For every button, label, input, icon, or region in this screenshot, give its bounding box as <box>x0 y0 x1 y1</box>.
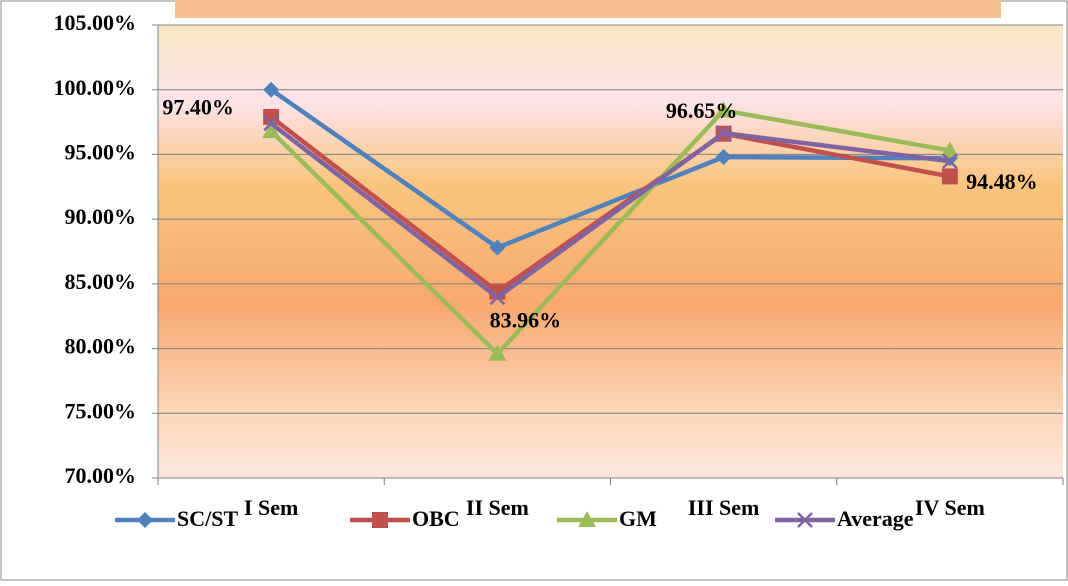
marker <box>940 141 959 158</box>
marker <box>489 239 506 256</box>
marker <box>263 81 280 98</box>
y-tick-label: 85.00% <box>65 269 137 294</box>
plot-area <box>158 25 1063 478</box>
marker <box>941 168 958 185</box>
marker <box>715 125 732 141</box>
y-tick-label: 95.00% <box>65 139 137 164</box>
series-line <box>269 87 950 251</box>
x-tick-label: I Sem <box>244 495 298 520</box>
data-label: 83.96% <box>490 307 562 332</box>
legend-label: SC/ST <box>177 506 238 531</box>
y-tick-label: 100.00% <box>54 75 137 100</box>
marker <box>714 101 733 118</box>
marker <box>488 344 507 361</box>
x-tick-label: III Sem <box>688 495 760 520</box>
x-tick-label: II Sem <box>466 495 529 520</box>
data-label: 96.65% <box>666 98 738 123</box>
data-label: 94.48% <box>966 169 1038 194</box>
y-tick-label: 105.00% <box>54 10 137 35</box>
y-tick-label: 80.00% <box>65 334 137 359</box>
legend-label: GM <box>619 506 657 531</box>
data-label: 97.40% <box>162 94 234 119</box>
marker <box>578 511 596 527</box>
legend-label: Average <box>837 506 914 531</box>
marker <box>941 153 958 170</box>
title-box <box>175 0 1001 18</box>
marker <box>797 512 813 528</box>
marker <box>715 149 732 166</box>
marker <box>262 122 281 139</box>
series-line <box>269 107 951 357</box>
marker <box>489 289 506 306</box>
legend-label: OBC <box>412 506 460 531</box>
y-tick-label: 70.00% <box>65 463 137 488</box>
series-line <box>269 121 951 301</box>
marker <box>263 115 280 132</box>
x-tick-label: IV Sem <box>915 495 985 520</box>
y-tick-label: 90.00% <box>65 204 137 229</box>
marker <box>137 512 153 528</box>
marker <box>372 512 388 528</box>
y-tick-label: 75.00% <box>65 398 137 423</box>
